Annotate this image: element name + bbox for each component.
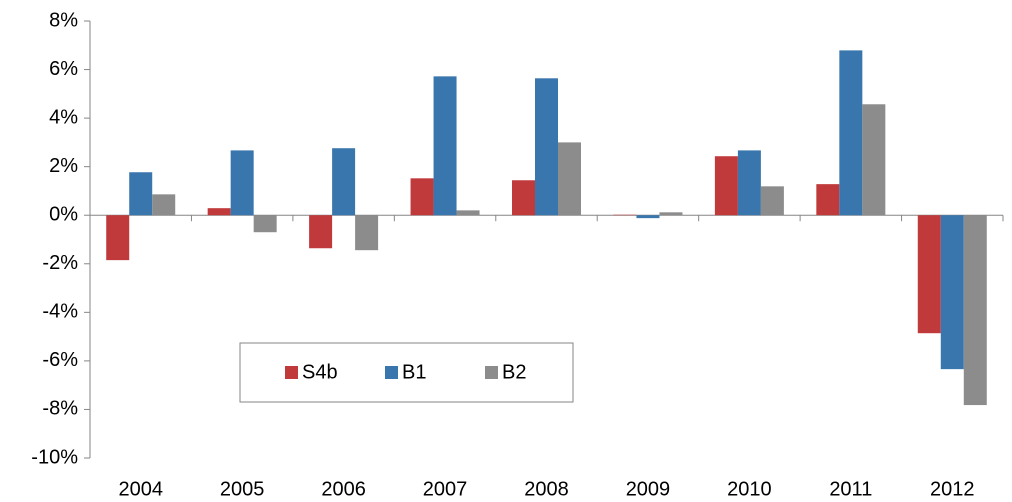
bar bbox=[636, 215, 660, 219]
y-tick-label: 4% bbox=[49, 106, 78, 128]
y-tick-label: 0% bbox=[49, 204, 78, 226]
x-tick-label: 2004 bbox=[118, 478, 163, 500]
bar bbox=[355, 215, 379, 251]
legend-label: B1 bbox=[402, 361, 426, 383]
legend-swatch bbox=[385, 366, 398, 379]
bar bbox=[152, 194, 176, 216]
bar bbox=[816, 184, 840, 216]
bar bbox=[410, 178, 434, 216]
bar bbox=[613, 214, 637, 216]
bar bbox=[253, 215, 277, 233]
bar bbox=[129, 172, 153, 216]
bar bbox=[558, 142, 581, 216]
y-tick-label: 8% bbox=[49, 9, 78, 31]
y-tick-label: 2% bbox=[49, 155, 78, 177]
x-tick-label: 2009 bbox=[626, 478, 671, 500]
bar bbox=[760, 186, 784, 216]
bar bbox=[106, 215, 130, 261]
bar bbox=[309, 215, 333, 249]
x-tick-label: 2006 bbox=[321, 478, 366, 500]
bar bbox=[659, 212, 683, 216]
bar bbox=[940, 215, 964, 370]
bar bbox=[433, 76, 457, 216]
bar bbox=[535, 78, 558, 216]
bar bbox=[917, 215, 941, 334]
x-tick-label: 2008 bbox=[524, 478, 569, 500]
bar bbox=[737, 150, 761, 216]
x-tick-label: 2010 bbox=[727, 478, 772, 500]
legend-label: S4b bbox=[302, 361, 338, 383]
y-tick-label: 6% bbox=[49, 58, 78, 80]
bar bbox=[963, 215, 987, 406]
x-tick-label: 2005 bbox=[220, 478, 265, 500]
legend-swatch bbox=[485, 366, 498, 379]
x-tick-label: 2011 bbox=[829, 478, 872, 500]
bar bbox=[456, 210, 480, 216]
bar bbox=[207, 208, 231, 216]
y-tick-label: -10% bbox=[31, 446, 78, 468]
y-tick-label: -8% bbox=[42, 398, 78, 420]
y-tick-label: -2% bbox=[42, 252, 78, 274]
bar bbox=[230, 150, 254, 216]
bar bbox=[714, 156, 738, 216]
y-tick-label: -4% bbox=[42, 301, 78, 323]
y-tick-label: -6% bbox=[42, 349, 78, 371]
x-tick-label: 2007 bbox=[423, 478, 468, 500]
x-tick-label: 2012 bbox=[930, 478, 975, 500]
legend-swatch bbox=[285, 366, 298, 379]
bar bbox=[862, 104, 886, 216]
bar bbox=[332, 148, 356, 216]
legend-label: B2 bbox=[502, 361, 526, 383]
bar bbox=[839, 50, 863, 216]
bar bbox=[512, 180, 535, 216]
